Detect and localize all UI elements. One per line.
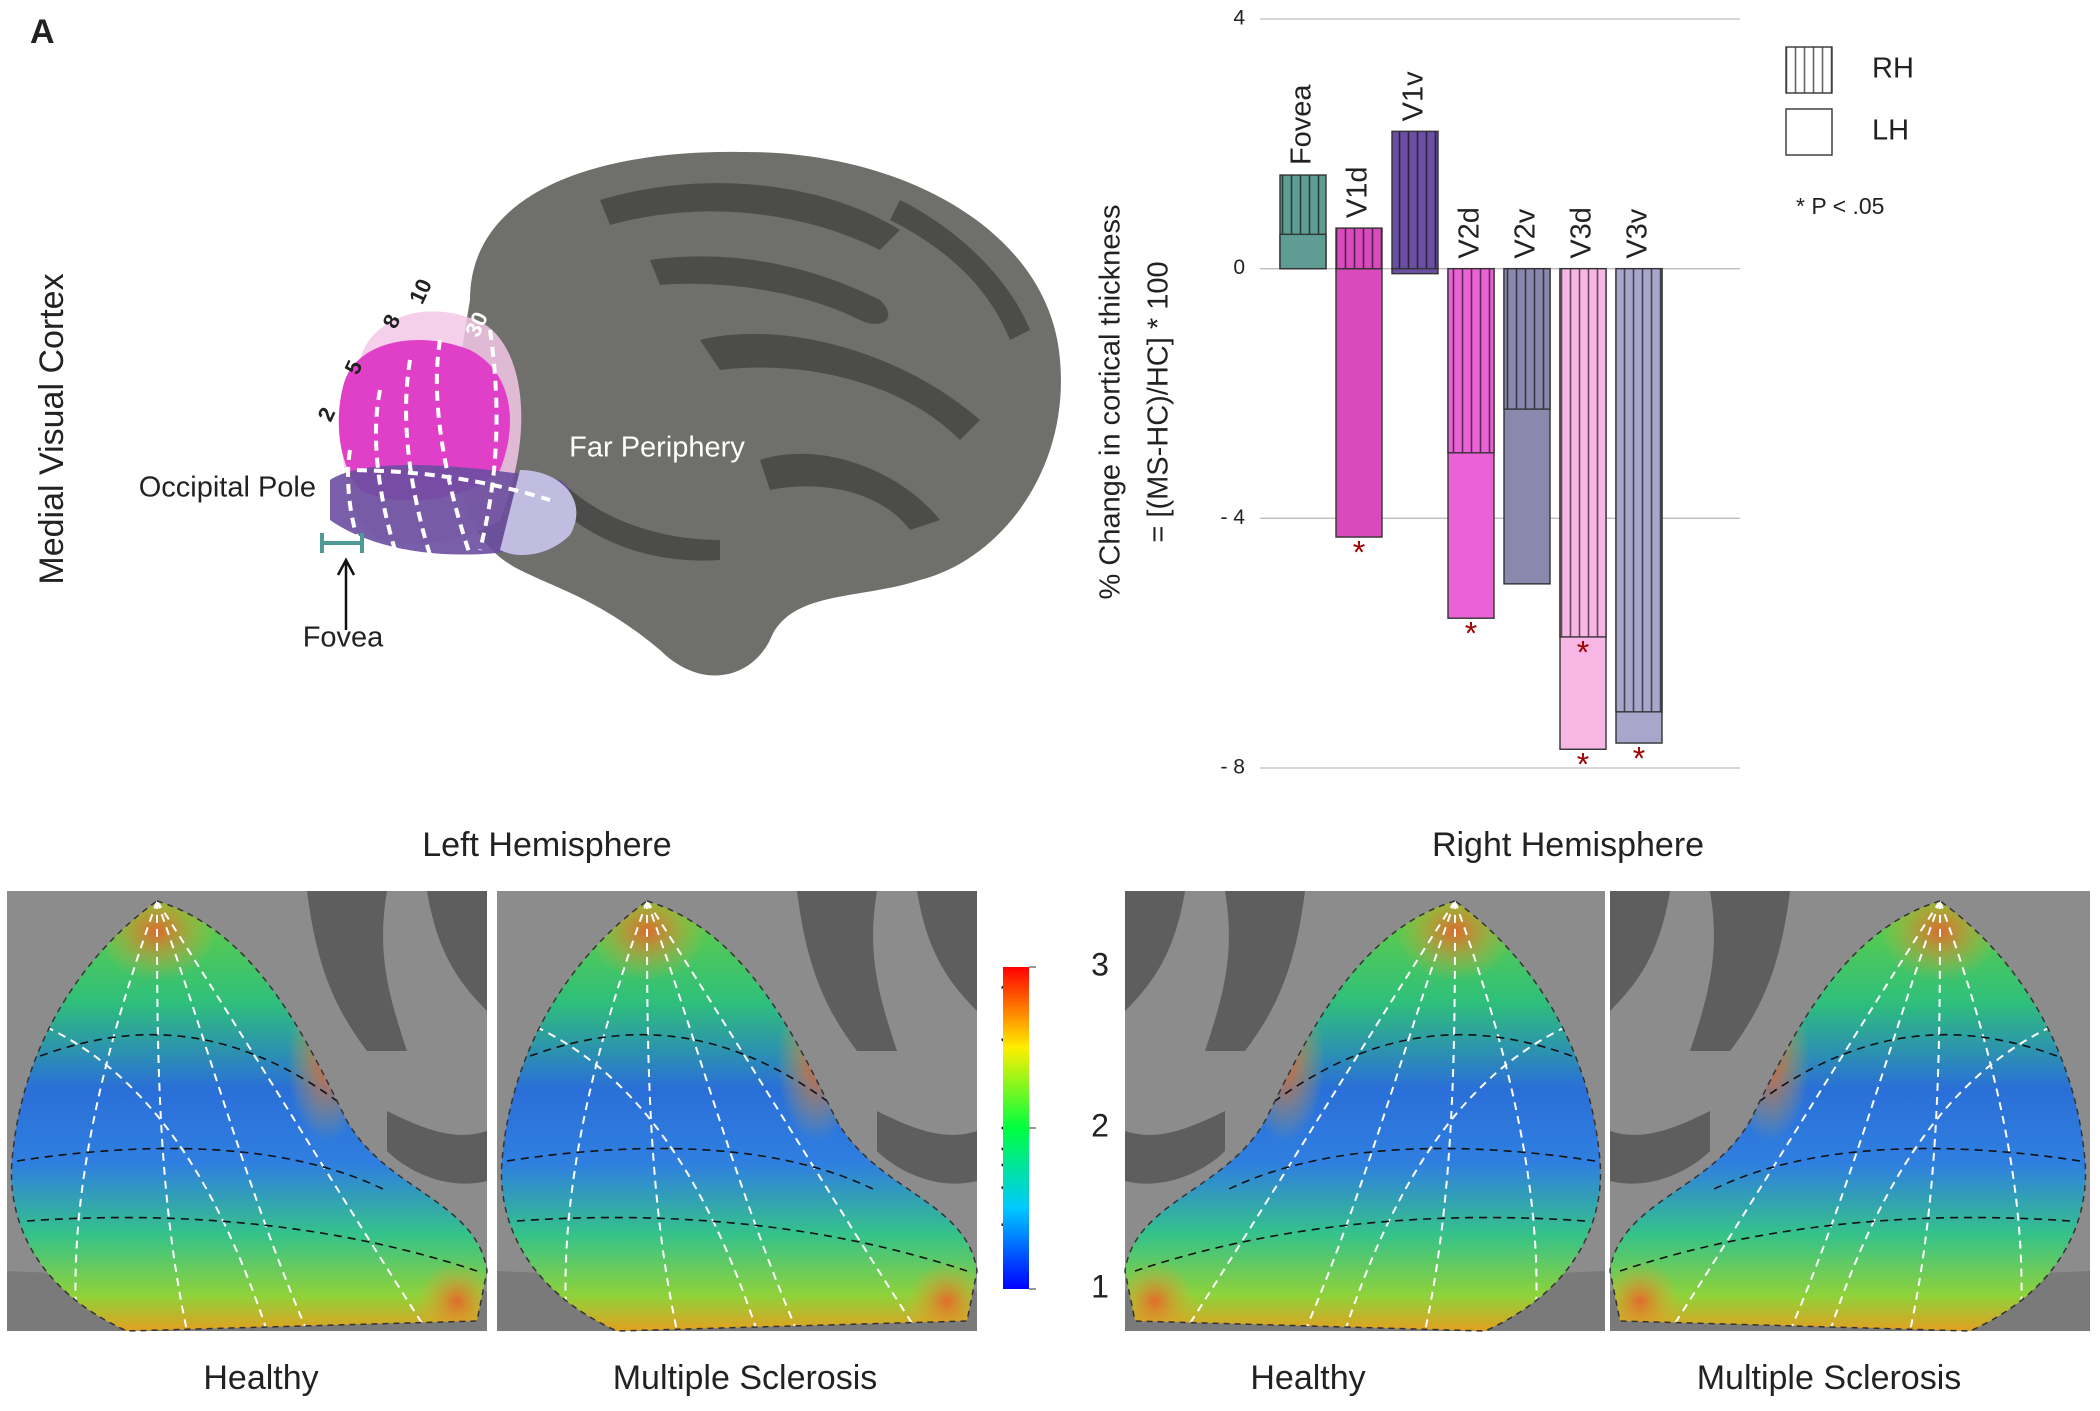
colorbar-tick-label: 1 xyxy=(1091,1268,1109,1304)
category-label: V1v xyxy=(1398,71,1430,121)
y-tick-label: 0 xyxy=(1233,256,1245,279)
legend-swatch xyxy=(1785,46,1833,94)
hemisphere-title: Left Hemisphere xyxy=(422,826,671,864)
bar xyxy=(1559,267,1607,638)
y-tick-label: - 8 xyxy=(1220,756,1245,779)
bar xyxy=(1447,267,1495,454)
condition-label: Healthy xyxy=(1250,1359,1365,1397)
colorbar-tick-label: 3 xyxy=(1091,946,1109,982)
region-label: Far Periphery xyxy=(569,432,745,464)
colorbar-tick-label: 2 xyxy=(1091,1107,1109,1143)
region-label: Occipital Pole xyxy=(139,472,316,504)
category-label: V3v xyxy=(1622,208,1654,258)
category-label: V2v xyxy=(1510,208,1542,258)
thickness-map xyxy=(497,881,987,1341)
bar xyxy=(1391,130,1439,270)
category-label: V1d xyxy=(1342,166,1374,218)
eccentricity-label: 2 xyxy=(313,403,341,425)
hemisphere-title: Right Hemisphere xyxy=(1432,826,1704,864)
category-label: Fovea xyxy=(1286,84,1318,165)
bar-chart: 4 0 - 4 - 8 % Change in cortical thickness = … xyxy=(1095,7,1914,783)
condition-label: Multiple Sclerosis xyxy=(613,1359,878,1397)
legend-label: LH xyxy=(1872,115,1909,147)
brain-illustration xyxy=(320,151,1061,676)
y-axis-label: % Change in cortical thickness xyxy=(1095,205,1127,600)
panel-label: A xyxy=(30,13,55,51)
condition-label: Multiple Sclerosis xyxy=(1697,1359,1962,1397)
eccentricity-label: 10 xyxy=(404,275,437,308)
category-label: V2d xyxy=(1454,207,1486,259)
significance-marker: * xyxy=(1577,634,1589,670)
colorbar: 1 2 3 xyxy=(1003,946,1109,1304)
bar xyxy=(1279,233,1327,270)
legend-label: RH xyxy=(1872,53,1914,85)
significance-marker: * xyxy=(1465,616,1477,652)
condition-label: Healthy xyxy=(203,1359,318,1397)
significance-marker: * xyxy=(1353,535,1365,571)
significance-marker: * xyxy=(1577,747,1589,783)
legend-swatch xyxy=(1785,108,1833,156)
significance-note: * P < .05 xyxy=(1796,193,1884,219)
y-tick-label: - 4 xyxy=(1220,506,1245,529)
bar xyxy=(1503,267,1551,410)
y-tick-label: 4 xyxy=(1233,7,1245,30)
side-label: Medial Visual Cortex xyxy=(33,273,71,584)
bar xyxy=(1615,267,1663,713)
bar xyxy=(1335,267,1383,538)
category-label: V3d xyxy=(1566,207,1598,259)
colorbar-scale xyxy=(1003,967,1029,1289)
bar xyxy=(1335,227,1383,270)
bar xyxy=(1391,267,1439,275)
significance-marker: * xyxy=(1633,740,1645,776)
thickness-map xyxy=(7,881,497,1341)
region-label: Fovea xyxy=(303,622,384,654)
thickness-map xyxy=(1115,881,1605,1341)
thickness-map xyxy=(1600,881,2090,1341)
y-axis-label: = [(MS-HC)/HC] * 100 xyxy=(1143,261,1175,542)
